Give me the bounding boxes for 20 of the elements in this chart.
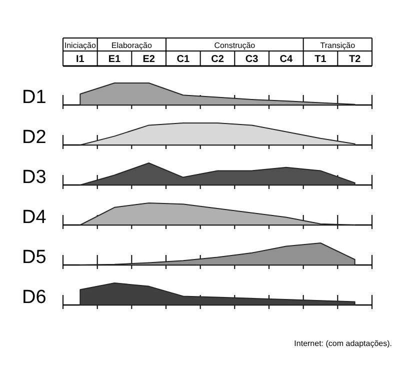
x-tick-label: T2 [348, 54, 362, 65]
x-tick-label: E2 [142, 54, 156, 65]
text: Internet: (com adaptações). [294, 339, 392, 348]
x-tick-label: I1 [76, 54, 85, 65]
text: Construção [214, 41, 256, 50]
text: Iniciação [64, 41, 97, 50]
x-tick-label: C2 [211, 54, 224, 65]
x-tick-label: T1 [314, 54, 327, 65]
chart-title: D3 [22, 167, 46, 188]
text: Elaboração [111, 41, 152, 50]
chart-title: D2 [22, 127, 46, 148]
x-tick-label: E1 [108, 54, 122, 65]
chart-title: D4 [22, 207, 47, 228]
chart-title: D6 [22, 287, 46, 308]
x-tick-label: C1 [176, 54, 190, 65]
chart-title: D1 [22, 87, 46, 108]
x-tick-label: C4 [280, 54, 293, 65]
chart-title: D5 [22, 247, 46, 268]
x-tick-label: C3 [245, 54, 259, 65]
text: Transição [320, 41, 356, 50]
